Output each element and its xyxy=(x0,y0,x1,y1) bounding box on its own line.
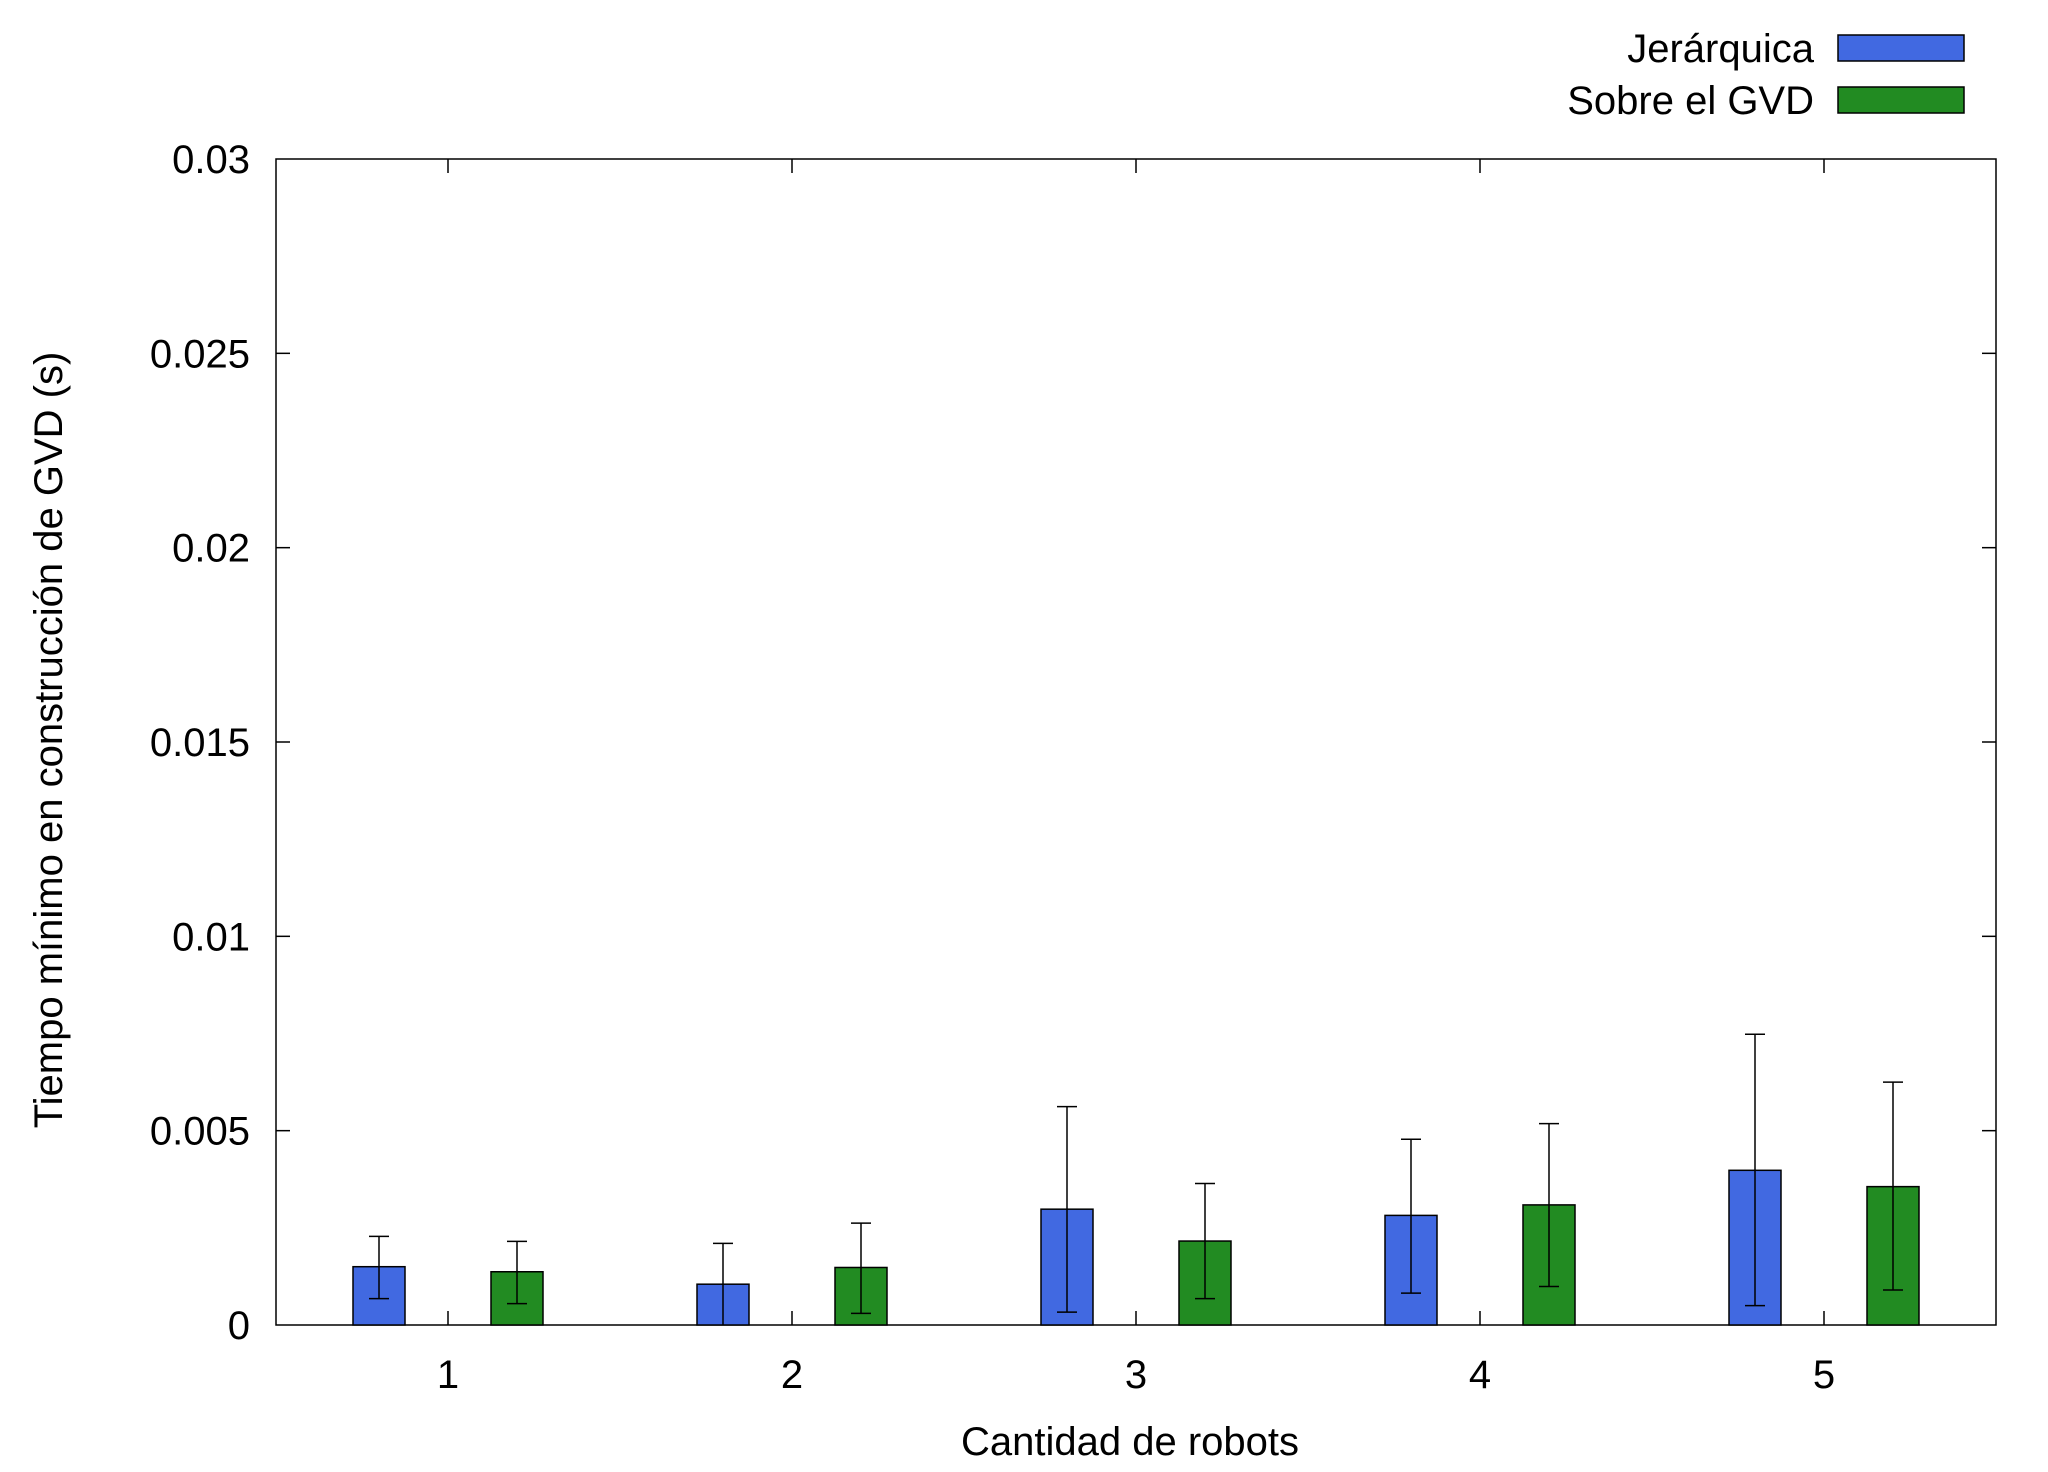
x-tick-label: 4 xyxy=(1469,1353,1491,1397)
y-tick-label: 0 xyxy=(228,1304,250,1348)
error-bars xyxy=(369,1033,1903,1325)
plot-area xyxy=(275,158,1997,1326)
x-tick-label: 1 xyxy=(437,1353,459,1397)
legend-swatch xyxy=(1837,34,1965,62)
x-axis-label: Cantidad de robots xyxy=(961,1420,1299,1464)
x-tick-label: 2 xyxy=(781,1353,803,1397)
y-tick-label: 0.03 xyxy=(172,138,250,182)
legend-swatch xyxy=(1837,86,1965,114)
y-tick-label: 0.025 xyxy=(150,332,250,376)
plot-frame xyxy=(275,158,1997,1326)
x-axis: 1 2 3 4 5 xyxy=(437,159,1835,1397)
legend-label: Jerárquica xyxy=(1627,27,1815,71)
y-axis-label: Tiempo mínimo en construcción de GVD (s) xyxy=(27,352,71,1129)
y-tick-label: 0.01 xyxy=(172,915,250,959)
y-tick-label: 0.015 xyxy=(150,721,250,765)
x-tick-label: 5 xyxy=(1813,1353,1835,1397)
x-tick-label: 3 xyxy=(1125,1353,1147,1397)
legend-label: Sobre el GVD xyxy=(1567,79,1814,123)
y-tick-label: 0.02 xyxy=(172,527,250,571)
legend: Jerárquica Sobre el GVD xyxy=(1567,27,1965,123)
y-tick-label: 0.005 xyxy=(150,1110,250,1154)
bars xyxy=(352,1169,1920,1326)
y-axis: 0 0.005 0.01 0.015 0.02 0.025 0.03 xyxy=(150,138,1996,1348)
